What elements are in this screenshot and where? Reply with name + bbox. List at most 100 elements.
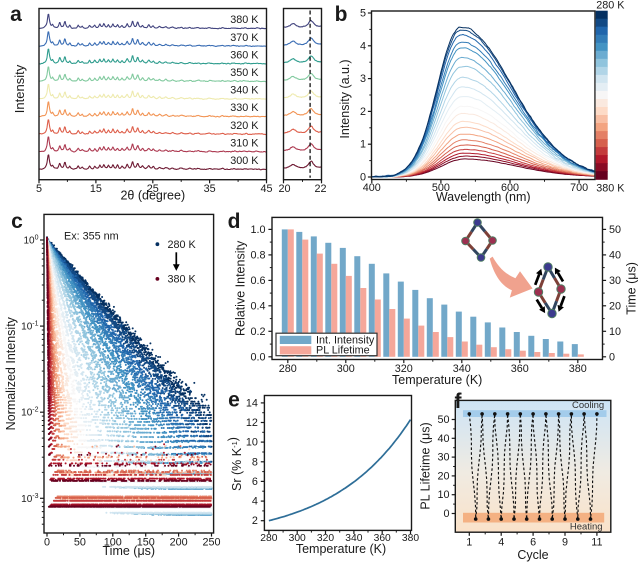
svg-text:11: 11 (591, 536, 602, 548)
svg-text:Wavelength (nm): Wavelength (nm) (436, 190, 531, 204)
svg-text:35: 35 (204, 183, 216, 195)
svg-text:280 K: 280 K (596, 0, 625, 12)
svg-text:350 K: 350 K (230, 67, 259, 79)
svg-text:370 K: 370 K (230, 32, 259, 44)
svg-text:0.8: 0.8 (250, 249, 265, 261)
svg-text:Temperature (K): Temperature (K) (392, 373, 482, 387)
svg-text:4: 4 (498, 536, 504, 548)
svg-text:310 K: 310 K (230, 137, 259, 149)
svg-text:300 K: 300 K (230, 155, 259, 167)
svg-text:330 K: 330 K (230, 102, 259, 114)
svg-text:360: 360 (374, 533, 391, 544)
svg-text:30: 30 (609, 275, 621, 287)
svg-text:Cooling: Cooling (572, 400, 604, 411)
svg-text:c: c (11, 210, 23, 233)
svg-text:50: 50 (437, 414, 449, 426)
svg-text:340 K: 340 K (230, 85, 259, 97)
svg-text:400: 400 (363, 182, 381, 194)
svg-text:20: 20 (437, 470, 449, 482)
svg-text:Cycle: Cycle (517, 548, 548, 562)
svg-text:20: 20 (278, 183, 290, 195)
svg-text:700: 700 (570, 182, 588, 194)
svg-text:30: 30 (437, 452, 449, 464)
svg-text:3: 3 (360, 73, 366, 85)
svg-text:Relative Intensity: Relative Intensity (234, 240, 248, 336)
svg-text:5: 5 (360, 8, 366, 20)
svg-text:6: 6 (530, 536, 536, 548)
svg-text:45: 45 (260, 183, 272, 195)
svg-text:Time (μs): Time (μs) (103, 544, 156, 558)
svg-text:0.2: 0.2 (250, 326, 265, 338)
svg-text:0: 0 (609, 351, 615, 363)
svg-text:340: 340 (453, 363, 471, 375)
svg-text:50: 50 (74, 536, 86, 548)
svg-text:a: a (10, 3, 22, 26)
svg-text:360 K: 360 K (230, 49, 259, 61)
svg-text:380: 380 (402, 533, 419, 544)
svg-text:0.4: 0.4 (250, 300, 265, 312)
svg-text:Temperature (K): Temperature (K) (296, 542, 386, 556)
svg-text:500: 500 (432, 182, 450, 194)
svg-text:340: 340 (345, 533, 362, 544)
svg-text:25: 25 (147, 183, 159, 195)
svg-text:380 K: 380 K (230, 14, 259, 26)
svg-text:14: 14 (246, 397, 258, 409)
svg-text:320 K: 320 K (230, 120, 259, 132)
svg-text:320: 320 (317, 533, 334, 544)
svg-text:100: 100 (104, 536, 122, 548)
svg-text:1: 1 (466, 536, 472, 548)
svg-text:0: 0 (443, 508, 449, 520)
svg-text:280: 280 (279, 363, 297, 375)
svg-text:1.0: 1.0 (250, 224, 265, 236)
svg-text:360: 360 (511, 363, 529, 375)
svg-text:2: 2 (252, 515, 258, 527)
svg-text:300: 300 (289, 533, 306, 544)
svg-text:4: 4 (252, 496, 258, 508)
svg-text:Ex: 355 nm: Ex: 355 nm (64, 231, 119, 243)
svg-text:f: f (455, 390, 463, 413)
svg-text:1: 1 (360, 139, 366, 151)
svg-text:8: 8 (252, 456, 258, 468)
svg-text:0.0: 0.0 (250, 351, 265, 363)
svg-text:200: 200 (170, 536, 188, 548)
svg-text:Normalized Intensity: Normalized Intensity (4, 316, 18, 430)
svg-text:2θ (degree): 2θ (degree) (120, 189, 185, 203)
svg-text:300: 300 (337, 363, 355, 375)
svg-text:40: 40 (609, 249, 621, 261)
svg-text:12: 12 (246, 417, 258, 429)
svg-text:40: 40 (437, 433, 449, 445)
svg-text:10: 10 (246, 437, 258, 449)
svg-text:10: 10 (437, 489, 449, 501)
svg-text:150: 150 (137, 536, 155, 548)
svg-text:PL Lifetime: PL Lifetime (316, 345, 370, 357)
svg-text:600: 600 (501, 182, 519, 194)
svg-text:PL Lifetime (μs): PL Lifetime (μs) (419, 422, 433, 509)
svg-text:4: 4 (360, 40, 366, 52)
svg-text:0: 0 (360, 172, 366, 184)
svg-text:Heating: Heating (570, 521, 603, 532)
svg-text:Int. Intensity: Int. Intensity (316, 334, 375, 346)
svg-text:0: 0 (44, 536, 50, 548)
svg-text:50: 50 (609, 224, 621, 236)
svg-text:b: b (335, 3, 348, 26)
svg-text:280: 280 (260, 533, 277, 544)
svg-text:320: 320 (395, 363, 413, 375)
svg-text:280 K: 280 K (168, 239, 197, 251)
svg-text:d: d (228, 210, 241, 233)
svg-text:6: 6 (252, 476, 258, 488)
svg-text:0.6: 0.6 (250, 275, 265, 287)
svg-text:Time (μs): Time (μs) (625, 262, 639, 315)
svg-text:Intensity (a.u.): Intensity (a.u.) (338, 59, 352, 138)
svg-text:22: 22 (314, 183, 326, 195)
svg-text:9: 9 (562, 536, 568, 548)
svg-text:e: e (228, 389, 240, 412)
svg-text:20: 20 (609, 300, 621, 312)
svg-text:2: 2 (360, 106, 366, 118)
svg-text:380 K: 380 K (168, 274, 197, 286)
svg-text:380: 380 (569, 363, 587, 375)
svg-text:Intensity: Intensity (12, 64, 27, 113)
svg-text:380 K: 380 K (596, 183, 625, 195)
svg-text:250: 250 (202, 536, 220, 548)
svg-text:10: 10 (609, 326, 621, 338)
svg-text:5: 5 (36, 183, 42, 195)
